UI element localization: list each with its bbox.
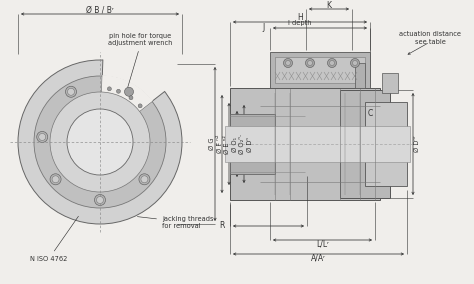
Circle shape [67,109,133,175]
Bar [230,88,380,200]
Circle shape [283,59,292,68]
Circle shape [117,89,120,93]
Circle shape [139,174,150,185]
Bar [340,90,390,198]
Circle shape [125,87,134,96]
Circle shape [52,176,59,183]
Text: Ø B / Bʳ: Ø B / Bʳ [86,5,114,14]
Bar [275,57,365,83]
Circle shape [67,88,74,95]
Bar [365,102,407,186]
Text: actuation distance
see table: actuation distance see table [399,32,461,45]
Wedge shape [100,75,153,142]
Circle shape [141,176,148,183]
Circle shape [94,195,106,206]
Text: N ISO 4762: N ISO 4762 [30,216,78,262]
Text: K: K [327,1,331,9]
Circle shape [18,60,182,224]
Text: J: J [263,24,265,32]
Circle shape [50,92,150,192]
Text: pin hole for torque
adjustment wrench: pin hole for torque adjustment wrench [108,33,172,87]
Circle shape [138,104,142,108]
Text: Ø O₂ⁿ·: Ø O₂ⁿ· [238,134,245,154]
Circle shape [328,59,337,68]
Text: jacking threads
for removal: jacking threads for removal [137,216,213,229]
Circle shape [36,131,48,143]
Text: R: R [219,222,225,231]
Bar [382,73,398,93]
Circle shape [285,60,291,66]
Circle shape [308,60,312,66]
Bar [270,52,370,88]
Text: Ø O₁: Ø O₁ [231,136,237,152]
Text: l depth: l depth [288,20,312,26]
Circle shape [353,60,357,66]
Circle shape [50,174,61,185]
Circle shape [129,96,133,100]
Bar [355,63,365,88]
Text: H: H [297,14,303,22]
Circle shape [39,133,46,141]
Text: Ø E ⁿ²: Ø E ⁿ² [223,135,229,153]
Bar [230,114,275,174]
Circle shape [329,60,335,66]
Bar [225,126,410,162]
Circle shape [97,197,103,204]
Circle shape [306,59,315,68]
Text: A/Aʳ: A/Aʳ [311,254,326,262]
Text: Ø Dⁿ: Ø Dⁿ [246,137,253,151]
Circle shape [34,76,166,208]
Text: C: C [367,110,373,118]
Circle shape [65,86,76,97]
Circle shape [108,87,111,91]
Circle shape [350,59,359,68]
Text: Ø G: Ø G [209,138,215,150]
Wedge shape [100,57,167,142]
Text: Ø Dⁿʳ: Ø Dⁿʳ [413,136,419,153]
Text: Ø F ⁿ²: Ø F ⁿ² [217,135,223,153]
Text: L/Lʳ: L/Lʳ [316,239,329,248]
